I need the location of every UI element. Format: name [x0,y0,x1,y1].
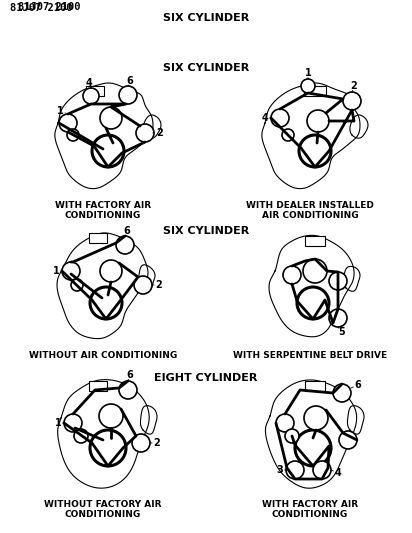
Text: WITHOUT AIR CONDITIONING: WITHOUT AIR CONDITIONING [29,351,177,360]
Circle shape [64,414,82,432]
Circle shape [339,431,357,449]
Text: 4: 4 [86,78,92,88]
Circle shape [343,92,361,110]
Bar [89,381,107,391]
Text: 2: 2 [154,438,160,448]
Text: 6: 6 [126,370,133,380]
Text: SIX CYLINDER: SIX CYLINDER [163,226,249,236]
Text: 2: 2 [156,280,162,290]
Circle shape [286,461,304,479]
Bar [86,86,104,96]
Circle shape [59,114,77,132]
Circle shape [100,107,122,129]
Text: 2: 2 [351,81,357,91]
Text: 1: 1 [304,68,311,78]
Text: 81J07 2100: 81J07 2100 [10,3,73,13]
Text: 4: 4 [262,113,268,123]
Circle shape [297,287,329,319]
Circle shape [271,109,289,127]
Text: 1: 1 [53,266,59,276]
Circle shape [276,414,294,432]
Circle shape [313,461,331,479]
Text: 6: 6 [355,380,361,390]
Text: 81J07 2100: 81J07 2100 [18,2,80,12]
Circle shape [285,429,299,443]
Circle shape [100,260,122,282]
Circle shape [134,276,152,294]
Circle shape [99,404,123,428]
Text: 6: 6 [124,226,130,236]
Circle shape [90,430,126,466]
Text: WITH DEALER INSTALLED
AIR CONDITIONING: WITH DEALER INSTALLED AIR CONDITIONING [246,201,374,221]
Circle shape [67,129,79,141]
Text: SIX CYLINDER: SIX CYLINDER [163,63,249,73]
Circle shape [304,406,328,430]
Circle shape [116,236,134,254]
Text: WITHOUT FACTORY AIR
CONDITIONING: WITHOUT FACTORY AIR CONDITIONING [44,500,162,519]
Circle shape [295,430,331,466]
Text: SIX CYLINDER: SIX CYLINDER [163,13,249,23]
Circle shape [283,266,301,284]
Circle shape [132,434,150,452]
Circle shape [74,429,88,443]
Circle shape [329,272,347,290]
Bar [305,236,325,246]
Text: 4: 4 [335,468,342,478]
Text: 6: 6 [126,76,133,86]
Circle shape [307,110,329,132]
Circle shape [119,86,137,104]
Circle shape [83,88,99,104]
Circle shape [136,124,154,142]
Bar [89,233,107,243]
Circle shape [299,135,331,167]
Circle shape [303,259,327,283]
Text: EIGHT CYLINDER: EIGHT CYLINDER [154,373,258,383]
Circle shape [90,287,122,319]
Circle shape [71,279,83,291]
Text: WITH FACTORY AIR
CONDITIONING: WITH FACTORY AIR CONDITIONING [55,201,151,221]
Circle shape [92,135,124,167]
Circle shape [282,129,294,141]
Circle shape [333,384,351,402]
Text: 1: 1 [55,418,61,428]
Bar [305,381,325,391]
Circle shape [329,309,347,327]
Circle shape [62,262,80,280]
Circle shape [119,381,137,399]
Text: 3: 3 [276,465,283,475]
Bar [304,86,326,96]
Circle shape [301,79,315,93]
Text: WITH FACTORY AIR
CONDITIONING: WITH FACTORY AIR CONDITIONING [262,500,358,519]
Text: 2: 2 [157,128,164,138]
Text: 5: 5 [339,327,345,337]
Text: WITH SERPENTINE BELT DRIVE: WITH SERPENTINE BELT DRIVE [233,351,387,360]
Text: 1: 1 [56,106,63,116]
